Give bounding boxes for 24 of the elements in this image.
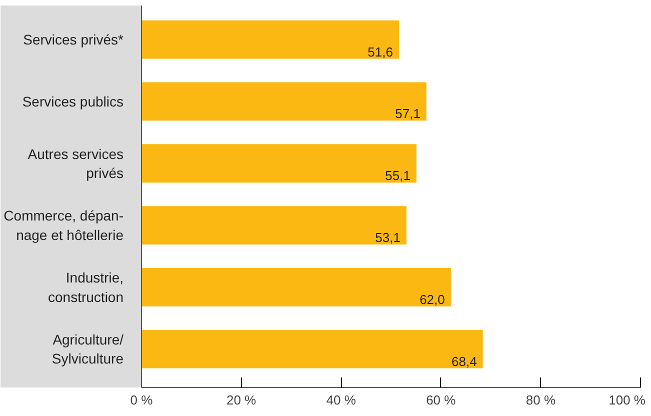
data-label: 68,4 [452, 354, 477, 369]
bar [142, 20, 399, 59]
y-tick-label: Industrie, construction [48, 270, 124, 305]
x-tick-label: 80 % [526, 392, 556, 408]
bar [142, 144, 416, 183]
data-label: 51,6 [368, 44, 393, 60]
data-label: 62,0 [420, 292, 445, 307]
y-tick-label: Commerce, dépan- nage et hôtellerie [4, 208, 124, 243]
data-label: 57,1 [395, 106, 420, 122]
y-tick-label: Autres services privés [28, 146, 124, 181]
bar [142, 82, 426, 121]
data-label: 55,1 [385, 168, 410, 184]
bar [142, 206, 406, 244]
bar [142, 330, 483, 368]
x-tick-label: 60 % [426, 392, 456, 408]
x-tick-label: 100 % [608, 392, 646, 408]
y-tick-label: Services privés* [23, 32, 124, 48]
y-tick-label: Agriculture/ Sylviculture [52, 332, 124, 367]
x-tick-label: 40 % [326, 392, 356, 408]
x-tick-label: 0 % [130, 392, 154, 408]
y-tick-label: Services publics [22, 93, 124, 110]
data-label: 53,1 [375, 230, 400, 246]
bar [142, 268, 451, 306]
x-tick-label: 20 % [226, 392, 257, 408]
